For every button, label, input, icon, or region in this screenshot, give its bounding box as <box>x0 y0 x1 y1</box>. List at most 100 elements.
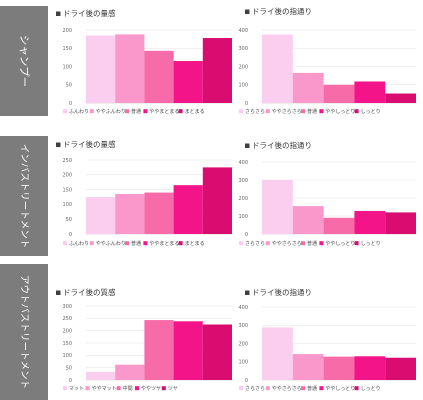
chart-3-legend-label-3: 普通 <box>131 240 141 247</box>
chart-5-title-marker <box>56 290 61 295</box>
section-label-outbath-text: アウトバストリートメント <box>19 275 30 389</box>
chart-2-ytick-0: 0 <box>245 101 248 107</box>
chart-3-legend-swatch-3 <box>125 241 129 246</box>
chart-5-legend-swatch-4 <box>135 386 139 391</box>
chart-6-bar-2 <box>292 354 324 380</box>
chart-1-legend-swatch-2 <box>89 109 94 114</box>
chart-3-bar-5 <box>202 167 232 234</box>
chart-3-ytick-4: 200 <box>62 173 72 179</box>
chart-3-title: ドライ後の量感 <box>63 139 116 149</box>
chart-4-bar-2 <box>292 206 324 234</box>
chart-2-legend-label-2: ややさらさら <box>272 108 302 115</box>
chart-6-ytick-1: 100 <box>238 360 248 366</box>
section-label-shampoo-text: シャンプー <box>18 35 30 87</box>
chart-4-title-marker <box>245 143 250 148</box>
chart-1-ytick-3: 150 <box>62 46 72 52</box>
chart-6-legend-label-5: しっとり <box>361 386 381 392</box>
chart-4-legend-swatch-4 <box>319 241 324 246</box>
chart-5-legend-label-1: マット <box>69 386 84 392</box>
chart-5-ytick-4: 200 <box>62 328 72 334</box>
chart-4-legend-label-5: しっとり <box>361 241 381 247</box>
chart-1-bar-2 <box>115 34 145 103</box>
chart-1-legend-label-3: 普通 <box>131 108 141 115</box>
chart-6-bar-3 <box>323 356 355 380</box>
chart-6-title-marker <box>245 290 250 295</box>
section-label-inbath: インバストリートメント <box>0 136 48 256</box>
chart-1-ytick-4: 200 <box>62 28 72 34</box>
chart-3-bar-2 <box>115 194 145 234</box>
chart-6-legend-swatch-5 <box>354 386 359 391</box>
chart-6-legend-label-4: ややしっとり <box>325 385 355 392</box>
section-label-outbath: アウトバストリートメント <box>0 264 48 400</box>
chart-1-bar-5 <box>202 38 232 103</box>
chart-5-legend-label-5: ツヤ <box>168 386 178 392</box>
chart-2-legend-label-4: ややしっとり <box>325 108 355 115</box>
chart-6-legend-swatch-4 <box>319 386 324 391</box>
chart-1-legend-label-2: ややふんわり <box>96 108 126 115</box>
chart-1-legend-label-5: まとまる <box>185 109 205 115</box>
chart-5-legend-swatch-1 <box>63 386 67 391</box>
chart-2-ytick-1: 100 <box>238 83 248 89</box>
chart-4-bar-1 <box>262 180 293 234</box>
chart-1-bar-1 <box>86 35 116 103</box>
chart-4-legend-label-3: 普通 <box>307 240 317 247</box>
chart-4-bar-5 <box>385 212 416 234</box>
chart-4-legend-swatch-2 <box>265 241 270 246</box>
chart-1-legend-swatch-1 <box>63 109 67 114</box>
chart-6-bar-4 <box>354 356 386 380</box>
chart-3-bar-4 <box>173 185 203 234</box>
chart-6-legend-swatch-1 <box>239 386 243 391</box>
chart-2-ytick-2: 200 <box>238 64 248 70</box>
chart-1-legend-swatch-3 <box>125 109 129 114</box>
chart-4-ytick-2: 200 <box>238 196 248 202</box>
chart-4-legend-swatch-1 <box>239 241 243 246</box>
chart-2-legend-label-5: しっとり <box>361 109 381 115</box>
chart-5-legend-label-3: 中間 <box>123 385 133 392</box>
chart-6-legend-label-1: さらさら <box>245 385 265 392</box>
chart-1-legend-swatch-4 <box>143 109 148 114</box>
chart-5-ytick-6: 300 <box>62 304 72 310</box>
chart-4-legend-swatch-3 <box>301 241 305 246</box>
chart-5-ytick-0: 0 <box>69 378 72 384</box>
chart-1-legend-label-4: ややまとまる <box>149 108 179 115</box>
chart-2-ytick-4: 400 <box>238 28 248 34</box>
chart-2-legend-swatch-1 <box>239 109 243 114</box>
section-label-outbath-svg: アウトバストリートメント <box>19 275 30 389</box>
chart-5-ytick-5: 250 <box>62 316 72 322</box>
chart-4-title: ドライ後の指通り <box>252 140 312 150</box>
chart-4-ytick-3: 300 <box>238 178 248 184</box>
chart-5-bar-3 <box>144 320 174 380</box>
chart-3-ytick-3: 150 <box>62 187 72 193</box>
chart-3-ytick-1: 50 <box>66 217 72 223</box>
chart-4-bar-3 <box>323 217 355 234</box>
chart-6-title: ドライ後の指通り <box>252 287 312 297</box>
chart-5-ytick-2: 100 <box>62 353 72 359</box>
chart-6-legend-label-3: 普通 <box>307 385 317 392</box>
chart-3-legend-label-5: まとまる <box>185 241 205 247</box>
chart-2-bar-5 <box>385 93 416 103</box>
chart-5-ytick-1: 50 <box>66 365 72 371</box>
chart-6-bar-1 <box>262 327 293 380</box>
chart-5-legend-swatch-5 <box>161 386 166 391</box>
section-label-inbath-svg: インバストリートメント <box>19 144 30 249</box>
chart-3-legend-label-2: ややふんわり <box>96 240 126 247</box>
chart-1-bar-3 <box>144 50 174 103</box>
chart-2-bar-3 <box>323 84 355 103</box>
chart-3-legend-swatch-2 <box>89 241 94 246</box>
chart-1-ytick-0: 0 <box>69 101 72 107</box>
chart-3-ytick-5: 250 <box>62 158 72 164</box>
chart-2-title: ドライ後の指通り <box>252 6 312 16</box>
chart-3-legend-label-4: ややまとまる <box>149 240 179 247</box>
section-label-inbath-text: インバストリートメント <box>19 144 30 249</box>
chart-1-bar-4 <box>173 61 203 103</box>
chart-3-legend-label-1: ふんわり <box>69 240 89 247</box>
chart-4-legend-swatch-5 <box>354 241 359 246</box>
chart-6-ytick-3: 300 <box>238 323 248 329</box>
chart-4-ytick-4: 400 <box>238 160 248 166</box>
chart-2-ytick-3: 300 <box>238 46 248 52</box>
chart-2-bar-4 <box>354 81 386 103</box>
section-label-shampoo: シャンプー <box>0 6 48 116</box>
chart-3-title-marker <box>56 142 61 147</box>
chart-1-legend-swatch-5 <box>178 109 183 114</box>
